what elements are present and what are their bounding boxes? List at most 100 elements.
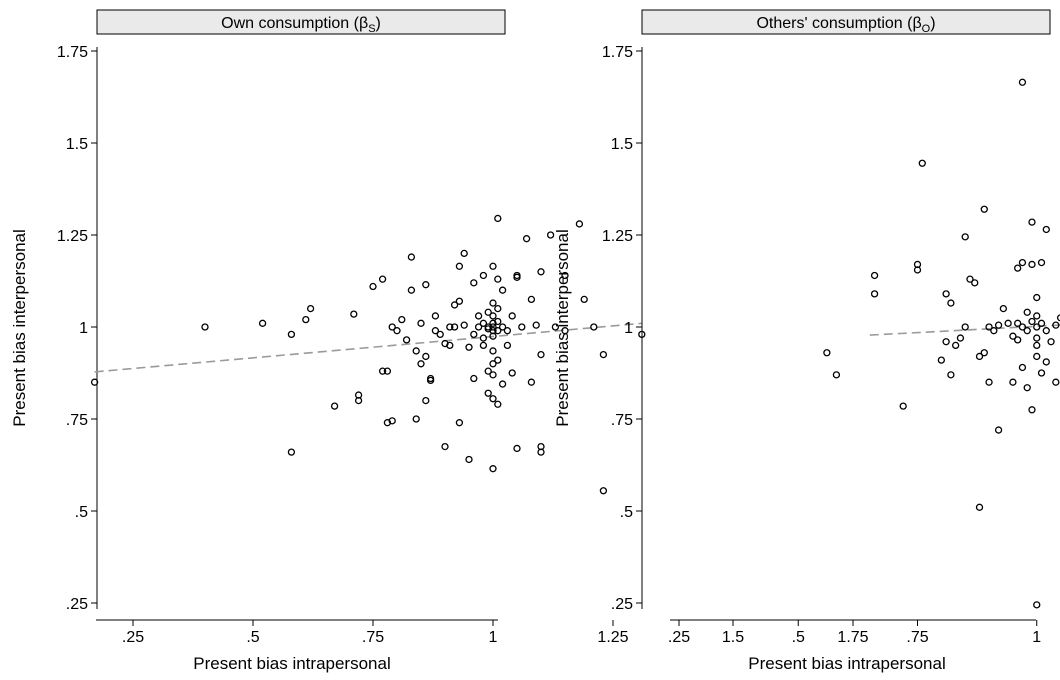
chart-title-subscript: S: [368, 23, 375, 35]
data-point: [1023, 308, 1031, 316]
y-tick-label: 1: [79, 320, 88, 337]
data-point: [985, 323, 993, 331]
data-point: [1018, 258, 1027, 267]
data-point: [947, 299, 955, 307]
data-point: [470, 374, 478, 383]
data-point: [489, 360, 497, 368]
fit-line: [94, 322, 642, 373]
data-point: [484, 308, 492, 316]
data-point: [287, 448, 296, 456]
y-axis-label: Present bias interpersonal: [10, 229, 29, 427]
data-point: [1018, 363, 1027, 372]
data-point: [561, 271, 569, 280]
data-point: [484, 389, 492, 397]
data-point: [354, 396, 363, 405]
data-point: [599, 487, 608, 495]
data-point: [498, 323, 507, 331]
data-point: [479, 319, 488, 327]
data-point: [258, 319, 267, 327]
data-point: [287, 330, 296, 339]
data-point: [489, 312, 497, 320]
data-point: [527, 295, 536, 304]
data-point: [503, 327, 512, 335]
data-point: [388, 417, 396, 425]
data-point: [350, 310, 358, 318]
data-point: [599, 350, 608, 359]
data-point: [546, 231, 555, 239]
data-point: [1028, 218, 1036, 226]
chart-title-close: ): [930, 15, 935, 32]
y-tick-label: .5: [620, 504, 633, 521]
data-point: [870, 271, 879, 280]
data-point: [465, 455, 473, 464]
data-point: [302, 315, 310, 324]
data-point: [455, 419, 464, 427]
data-point: [537, 448, 545, 456]
data-point: [994, 321, 1003, 329]
data-point: [306, 304, 315, 313]
data-point: [474, 312, 483, 320]
data-point: [417, 319, 425, 327]
data-point: [388, 323, 396, 331]
data-point: [460, 249, 468, 258]
x-tick-label: .5: [246, 629, 259, 646]
data-point: [1004, 319, 1012, 327]
chart-panel-1: Own consumption (βS).25.5.7511.251.51.75…: [10, 9, 869, 673]
data-point: [494, 304, 502, 313]
data-point: [913, 266, 922, 274]
x-tick-label: .5: [792, 629, 805, 646]
data-point: [1047, 338, 1055, 346]
data-point: [330, 402, 339, 410]
data-point: [1014, 319, 1022, 327]
data-point: [465, 343, 473, 351]
data-point: [1042, 225, 1050, 234]
data-point: [942, 338, 950, 346]
data-point: [1009, 378, 1017, 386]
data-point: [378, 275, 387, 283]
data-point: [450, 323, 459, 331]
x-tick-label: 1: [489, 629, 498, 646]
data-point: [947, 371, 955, 379]
data-point: [426, 376, 435, 385]
data-point: [551, 323, 560, 331]
data-point: [470, 330, 478, 339]
data-point: [503, 341, 512, 350]
data-point: [522, 235, 531, 243]
data-point: [966, 275, 974, 283]
x-tick-label: .75: [362, 629, 384, 646]
data-point: [460, 321, 468, 329]
data-point: [961, 233, 969, 241]
data-point: [407, 286, 416, 294]
data-point: [422, 352, 430, 361]
data-point: [1033, 352, 1041, 361]
data-point: [980, 205, 988, 213]
data-point: [498, 286, 507, 294]
data-point: [1052, 321, 1060, 329]
data-point: [1052, 378, 1060, 386]
data-point: [990, 327, 998, 335]
data-point: [479, 334, 488, 342]
x-tick-label: .25: [668, 629, 690, 646]
data-point: [489, 465, 497, 473]
data-point: [446, 323, 454, 331]
data-point: [1014, 336, 1022, 344]
data-point: [590, 323, 598, 331]
data-point: [90, 378, 99, 386]
y-axis-label: Present bias interpersonal: [553, 229, 572, 427]
data-point: [436, 330, 444, 339]
data-point: [498, 380, 507, 388]
data-point: [422, 396, 430, 405]
data-point: [407, 253, 416, 261]
data-point: [417, 360, 425, 368]
data-point: [513, 273, 521, 281]
data-point: [484, 367, 492, 375]
data-point: [518, 323, 526, 331]
data-point: [961, 323, 969, 331]
y-tick-label: .75: [611, 412, 633, 429]
data-point: [956, 334, 965, 342]
data-point: [508, 369, 516, 377]
data-point: [527, 378, 536, 386]
data-point: [513, 444, 521, 453]
data-point: [479, 271, 488, 280]
data-point: [412, 415, 420, 423]
